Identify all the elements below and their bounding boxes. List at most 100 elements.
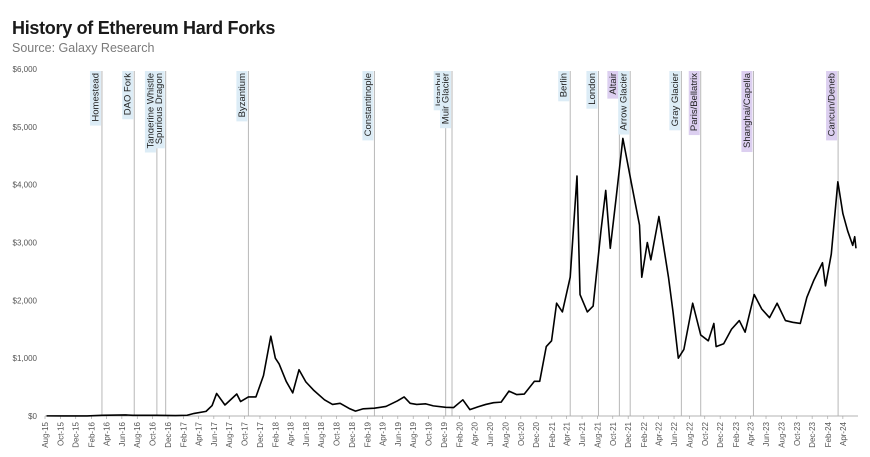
fork-label-text: Paris/Bellatrix: [689, 73, 700, 131]
x-tick-label: Jun-16: [118, 421, 127, 446]
x-tick-label: Oct-16: [149, 421, 158, 446]
fork-label-bg: [433, 71, 445, 111]
x-tick-label: Aug-20: [501, 421, 510, 447]
x-tick-label: Oct-20: [517, 421, 526, 446]
x-tick-label: Oct-17: [241, 421, 250, 446]
y-tick-label: $0: [28, 412, 37, 421]
x-tick-label: Apr-22: [655, 421, 664, 446]
x-tick-label: Oct-18: [333, 421, 342, 446]
x-tick-label: Apr-16: [102, 421, 111, 446]
fork-label-bg: [144, 71, 156, 153]
x-tick-label: Dec-19: [440, 421, 449, 447]
x-tick-label: Aug-22: [685, 421, 694, 447]
price-series-line: [46, 137, 857, 417]
x-tick-label: Jun-19: [394, 421, 403, 446]
x-tick-label: Apr-17: [194, 421, 203, 446]
fork-label-text: Spurious Dragon: [154, 73, 165, 144]
fork-label-text: Shanghai/Capella: [742, 72, 753, 148]
fork-label-bg: [741, 71, 753, 153]
fork-label: Altair: [607, 71, 619, 99]
x-tick-label: Feb-20: [456, 421, 465, 447]
x-tick-label: Feb-24: [824, 421, 833, 447]
x-tick-label: Dec-23: [808, 421, 817, 447]
x-tick-label: Apr-20: [471, 421, 480, 446]
x-tick-label: Apr-21: [563, 421, 572, 446]
series-layer: [46, 137, 857, 417]
x-tick-label: Aug-21: [593, 421, 602, 447]
y-tick-label: $3,000: [13, 239, 38, 248]
fork-label: Muir Glacier: [440, 71, 452, 129]
x-tick-label: Feb-22: [640, 421, 649, 447]
x-tick-label: Oct-15: [56, 421, 65, 446]
fork-label-bg: [669, 71, 681, 131]
fork-label: Cancun/Deneb: [826, 71, 838, 141]
fork-label-bg: [618, 71, 630, 135]
x-tick-label: Feb-16: [87, 421, 96, 447]
y-tick-label: $1,000: [13, 354, 38, 363]
fork-label: Spurious Dragon: [153, 71, 165, 149]
x-tick-label: Oct-22: [701, 421, 710, 446]
fork-label: London: [586, 71, 598, 109]
x-tick-label: Feb-19: [364, 421, 373, 447]
fork-label-text: Berlin: [559, 73, 570, 97]
x-tick-label: Oct-19: [425, 421, 434, 446]
fork-label-bg: [607, 71, 619, 99]
y-axis: $0 $1,000 $2,000 $3,000 $4,000 $5,000 $6,000: [13, 65, 38, 421]
fork-label-bg: [153, 71, 165, 149]
x-tick-label: Apr-24: [839, 421, 848, 446]
y-tick-label: $5,000: [13, 123, 38, 132]
fork-label: Gray Glacier: [669, 71, 681, 131]
fork-label-bg: [89, 71, 101, 126]
fork-label-text: Byzantium: [237, 73, 248, 117]
fork-label: Homestead: [89, 71, 101, 126]
fork-label-text: Tangerine Whistle: [145, 73, 156, 149]
fork-label: Berlin: [558, 71, 570, 102]
x-tick-label: Dec-16: [164, 421, 173, 447]
x-tick-label: Jun-21: [578, 421, 587, 446]
fork-label-text: DAO Fork: [123, 73, 134, 115]
fork-label-bg: [688, 71, 700, 136]
x-tick-label: Feb-21: [548, 421, 557, 447]
x-tick-label: Aug-15: [41, 421, 50, 447]
fork-label-text: Arrow Glacier: [619, 73, 630, 131]
x-tick-label: Apr-19: [378, 421, 387, 446]
fork-label: Arrow Glacier: [618, 71, 630, 135]
fork-lines: [101, 71, 839, 416]
x-tick-label: Aug-19: [409, 421, 418, 447]
x-tick-label: Jun-23: [762, 421, 771, 446]
x-tick-label: Feb-18: [272, 421, 281, 447]
fork-label-text: Gray Glacier: [670, 73, 681, 126]
x-tick-label: Oct-21: [609, 421, 618, 446]
fork-label-text: Istanbul: [434, 73, 445, 106]
fork-label: Byzantium: [236, 71, 248, 122]
x-tick-label: Jun-18: [302, 421, 311, 446]
x-tick-label: Jun-20: [486, 421, 495, 446]
x-tick-label: Dec-18: [348, 421, 357, 447]
x-tick-label: Oct-23: [793, 421, 802, 446]
fork-label-bg: [362, 71, 374, 141]
y-tick-label: $4,000: [13, 181, 38, 190]
x-tick-label: Dec-21: [624, 421, 633, 447]
fork-label: Paris/Bellatrix: [688, 71, 700, 136]
fork-label-bg: [586, 71, 598, 109]
x-tick-label: Dec-15: [72, 421, 81, 447]
fork-label-text: Muir Glacier: [441, 73, 452, 124]
fork-label: DAO Fork: [122, 71, 134, 120]
y-tick-label: $6,000: [13, 65, 38, 74]
fork-label-bg: [122, 71, 134, 120]
x-tick-label: Aug-17: [225, 421, 234, 447]
x-tick-label: Dec-17: [256, 421, 265, 447]
x-tick-label: Apr-23: [747, 421, 756, 446]
x-tick-label: Aug-18: [317, 421, 326, 447]
x-tick-label: Dec-22: [716, 421, 725, 447]
x-tick-label: Feb-17: [180, 421, 189, 447]
fork-label-text: London: [587, 73, 598, 105]
fork-labels: Homestead DAO Fork Tangerine WhistleSpurio…: [89, 71, 838, 153]
x-tick-label: Jun-22: [670, 421, 679, 446]
y-tick-label: $2,000: [13, 296, 38, 305]
fork-label: Constantinople: [362, 71, 374, 141]
fork-label-text: Homestead: [90, 73, 101, 122]
fork-label: Shanghai/Capella: [741, 71, 753, 153]
fork-label: Tangerine Whistle: [144, 71, 156, 153]
